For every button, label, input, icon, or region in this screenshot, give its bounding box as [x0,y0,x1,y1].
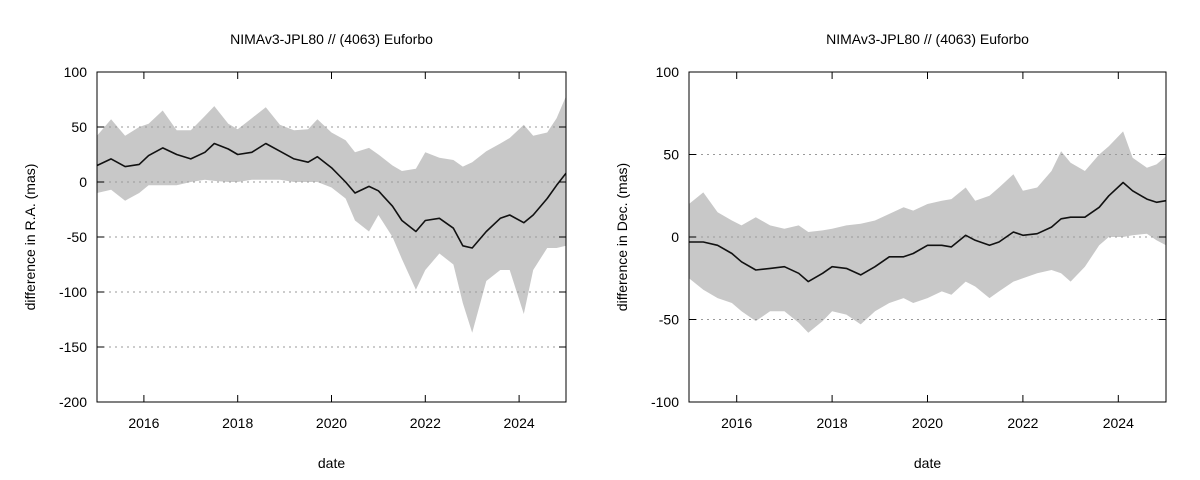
y-tick-label: 0 [79,174,87,190]
difference-line [97,142,566,249]
x-axis-title: date [318,455,345,471]
y-axis-title: difference in Dec. (mas) [614,163,630,311]
y-tick-label: 100 [64,64,88,80]
x-tick-label: 2024 [1103,415,1134,431]
y-tick-label: -200 [59,394,87,410]
x-tick-label: 2016 [128,415,159,431]
y-tick-label: -100 [651,394,679,410]
y-tick-label: -150 [59,339,87,355]
y-tick-label: 100 [656,64,680,80]
x-tick-label: 2018 [817,415,848,431]
uncertainty-band [97,96,566,333]
chart-panel-1: NIMAv3-JPL80 // (4063) Euforbo -200 -150 -1… [22,31,567,471]
x-tick-label: 2016 [721,415,752,431]
y-tick-label: -100 [59,284,87,300]
chart-panel-2: NIMAv3-JPL80 // (4063) Euforbo -100 -50 0 50… [614,31,1167,471]
y-tick-label: 0 [671,229,679,245]
y-tick-label: 50 [663,147,679,163]
x-tick-label: 2024 [504,415,535,431]
chart-title: NIMAv3-JPL80 // (4063) Euforbo [826,31,1029,47]
y-tick-label: 50 [71,119,87,135]
x-tick-label: 2022 [410,415,441,431]
x-tick-label: 2022 [1007,415,1038,431]
uncertainty-band [689,131,1166,333]
x-tick-label: 2018 [222,415,253,431]
x-tick-label: 2020 [316,415,347,431]
chart-title: NIMAv3-JPL80 // (4063) Euforbo [230,31,433,47]
x-tick-label: 2020 [912,415,943,431]
y-tick-label: -50 [67,229,87,245]
difference-line [689,181,1166,283]
y-tick-label: -50 [659,312,679,328]
x-axis-title: date [914,455,941,471]
y-axis-title: difference in R.A. (mas) [22,164,38,311]
